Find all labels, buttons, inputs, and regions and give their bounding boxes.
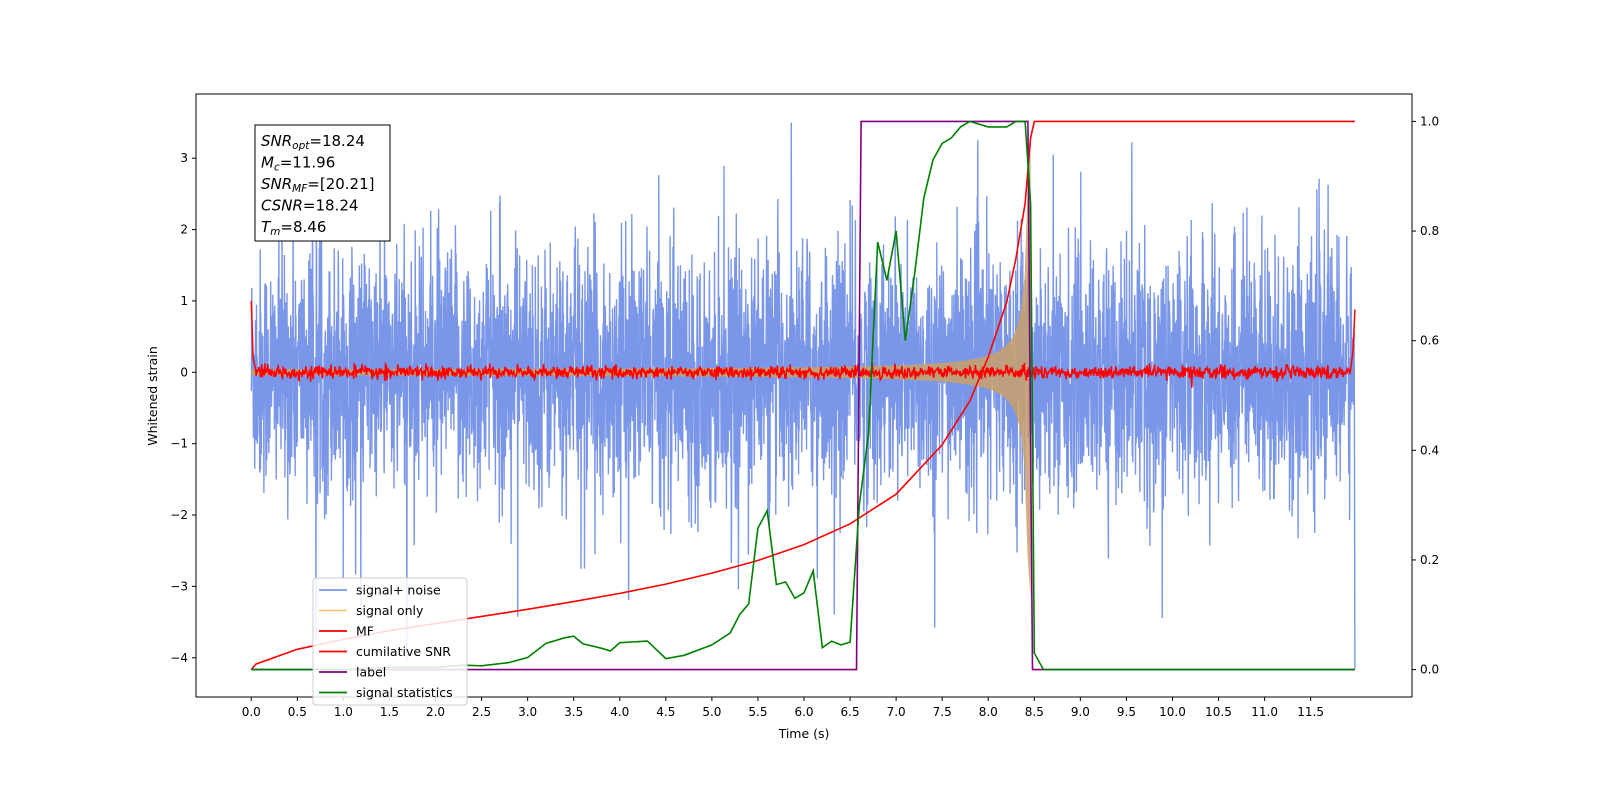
legend: signal+ noise signal only MF cumilative SNR… [312,577,468,706]
legend-label: cumilative SNR [356,644,451,659]
annotation-line: Tm=8.46 [261,218,326,238]
x-tick-label: 4.5 [656,705,675,719]
y-tick-label: 3 [180,151,188,165]
y-tick-label: 2 [180,223,188,237]
y-tick-label: −1 [170,437,188,451]
x-tick-label: 3.5 [564,705,583,719]
y-right-tick-label: 0.0 [1420,663,1439,677]
x-tick-label: 11.5 [1297,705,1324,719]
y-tick-label: 0 [180,365,188,379]
x-tick-label: 0.5 [288,705,307,719]
annotation-frame [254,124,391,242]
x-tick-label: 5.0 [702,705,721,719]
y-tick-label: 1 [180,294,188,308]
x-tick-label: 6.5 [841,705,860,719]
y-right-tick-label: 1.0 [1420,114,1439,128]
annotation-line: CSNR=18.24 [261,197,358,215]
legend-label: MF [356,624,374,639]
x-tick-label: 6.0 [794,705,813,719]
x-tick-label: 9.5 [1117,705,1136,719]
x-tick-label: 1.0 [334,705,353,719]
series-signal-statistics [251,120,1355,671]
x-tick-label: 10.5 [1205,705,1232,719]
annotation-line: Mc=11.96 [261,154,335,174]
y-tick-label: −4 [170,651,188,665]
legend-label: signal only [356,603,424,618]
legend-frame [312,577,468,706]
y-tick-label: −3 [170,579,188,593]
annotation-line: SNRopt=18.24 [261,132,365,152]
x-tick-label: 1.5 [380,705,399,719]
series-mf [250,300,1356,388]
x-tick-label: 2.5 [472,705,491,719]
x-tick-label: 8.5 [1025,705,1044,719]
x-tick-label: 5.5 [748,705,767,719]
x-tick-label: 9.0 [1071,705,1090,719]
y-right-tick-label: 0.4 [1420,443,1439,457]
x-tick-label: 7.0 [887,705,906,719]
legend-label: signal statistics [356,685,453,700]
y-right-tick-label: 0.2 [1420,553,1439,567]
y-right-tick-label: 0.6 [1420,334,1439,348]
legend-label: signal+ noise [356,583,441,598]
x-tick-label: 0.0 [242,705,261,719]
x-tick-label: 8.0 [979,705,998,719]
x-tick-label: 10.0 [1159,705,1186,719]
y-axis-label: Whitened strain [145,346,160,445]
series-signal-noise [250,122,1356,669]
x-tick-label: 7.5 [933,705,952,719]
x-tick-label: 4.0 [610,705,629,719]
x-tick-label: 3.0 [518,705,537,719]
x-tick-label: 11.0 [1251,705,1278,719]
annotation-line: SNRMF=[20.21] [261,175,375,195]
y-tick-label: −2 [170,508,188,522]
y-right-tick-label: 0.8 [1420,224,1439,238]
legend-label: label [356,665,386,680]
x-axis-label: Time (s) [778,726,830,741]
x-tick-label: 2.0 [426,705,445,719]
